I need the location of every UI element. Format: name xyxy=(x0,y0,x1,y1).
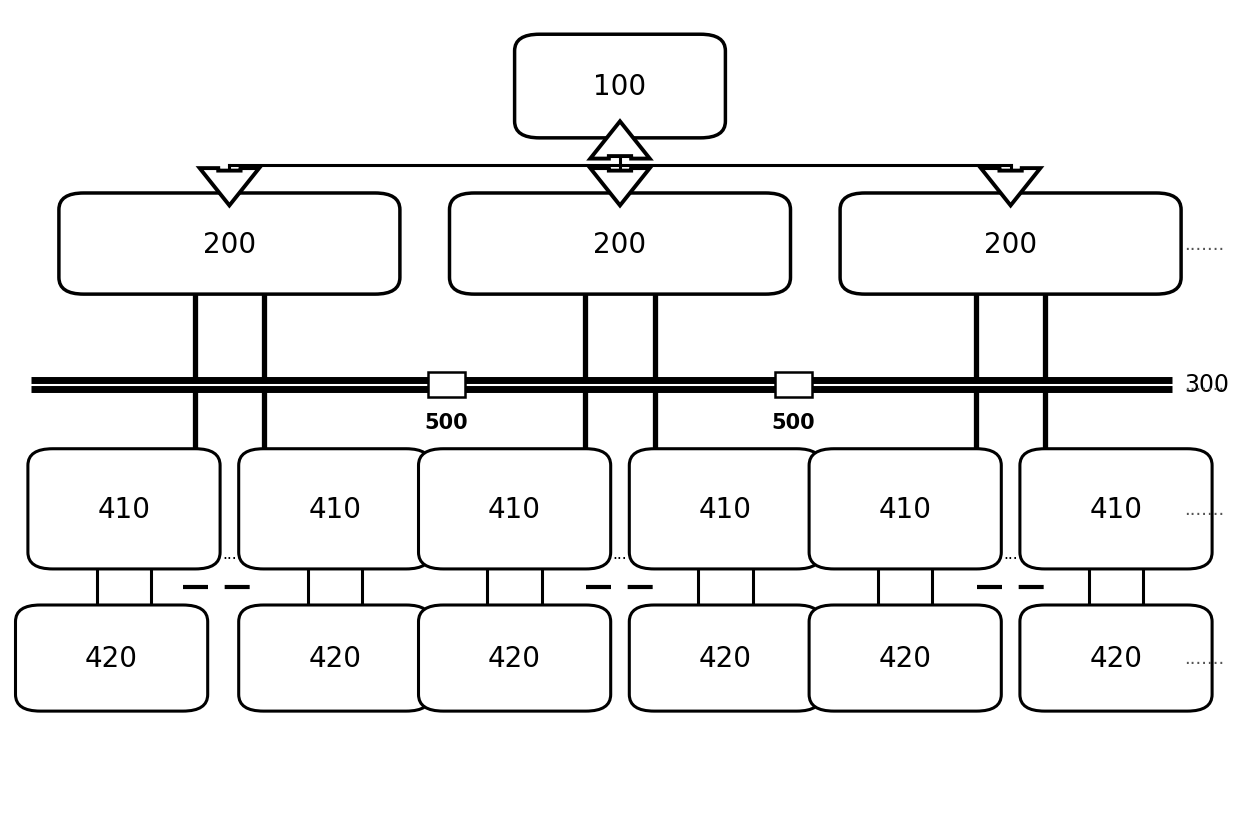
FancyBboxPatch shape xyxy=(1019,605,1213,711)
FancyBboxPatch shape xyxy=(629,449,821,570)
Text: .......: ....... xyxy=(1184,649,1224,667)
Text: 300: 300 xyxy=(1184,373,1229,397)
Text: ···: ··· xyxy=(222,551,237,567)
FancyBboxPatch shape xyxy=(515,35,725,138)
Bar xyxy=(775,373,812,397)
FancyBboxPatch shape xyxy=(808,449,1002,570)
Text: 410: 410 xyxy=(1090,495,1142,523)
Text: 410: 410 xyxy=(879,495,931,523)
FancyBboxPatch shape xyxy=(449,194,791,295)
FancyBboxPatch shape xyxy=(418,605,610,711)
FancyBboxPatch shape xyxy=(808,605,1002,711)
Text: .......: ....... xyxy=(1184,376,1224,394)
FancyBboxPatch shape xyxy=(418,449,610,570)
FancyBboxPatch shape xyxy=(239,605,432,711)
Text: ···: ··· xyxy=(1003,551,1018,567)
FancyBboxPatch shape xyxy=(15,605,207,711)
Text: .......: ....... xyxy=(1184,235,1224,253)
Text: 420: 420 xyxy=(489,644,541,672)
Polygon shape xyxy=(200,169,259,206)
Text: 200: 200 xyxy=(594,230,646,258)
Text: ···: ··· xyxy=(613,551,627,567)
Text: 500: 500 xyxy=(424,412,469,432)
Text: 420: 420 xyxy=(1090,644,1142,672)
Text: 200: 200 xyxy=(985,230,1037,258)
FancyBboxPatch shape xyxy=(29,449,221,570)
FancyBboxPatch shape xyxy=(841,194,1180,295)
Text: 500: 500 xyxy=(771,412,816,432)
Text: 410: 410 xyxy=(98,495,150,523)
Text: 420: 420 xyxy=(86,644,138,672)
FancyBboxPatch shape xyxy=(60,194,399,295)
Text: 200: 200 xyxy=(203,230,255,258)
Text: 420: 420 xyxy=(879,644,931,672)
Polygon shape xyxy=(590,122,650,159)
Text: .......: ....... xyxy=(1184,500,1224,518)
Text: 420: 420 xyxy=(699,644,751,672)
FancyBboxPatch shape xyxy=(239,449,432,570)
Bar xyxy=(428,373,465,397)
Text: 410: 410 xyxy=(489,495,541,523)
Text: 410: 410 xyxy=(309,495,361,523)
Text: 420: 420 xyxy=(309,644,361,672)
FancyBboxPatch shape xyxy=(629,605,821,711)
Polygon shape xyxy=(590,169,650,206)
Text: 100: 100 xyxy=(594,73,646,101)
FancyBboxPatch shape xyxy=(1019,449,1213,570)
Text: 410: 410 xyxy=(699,495,751,523)
Polygon shape xyxy=(981,169,1040,206)
